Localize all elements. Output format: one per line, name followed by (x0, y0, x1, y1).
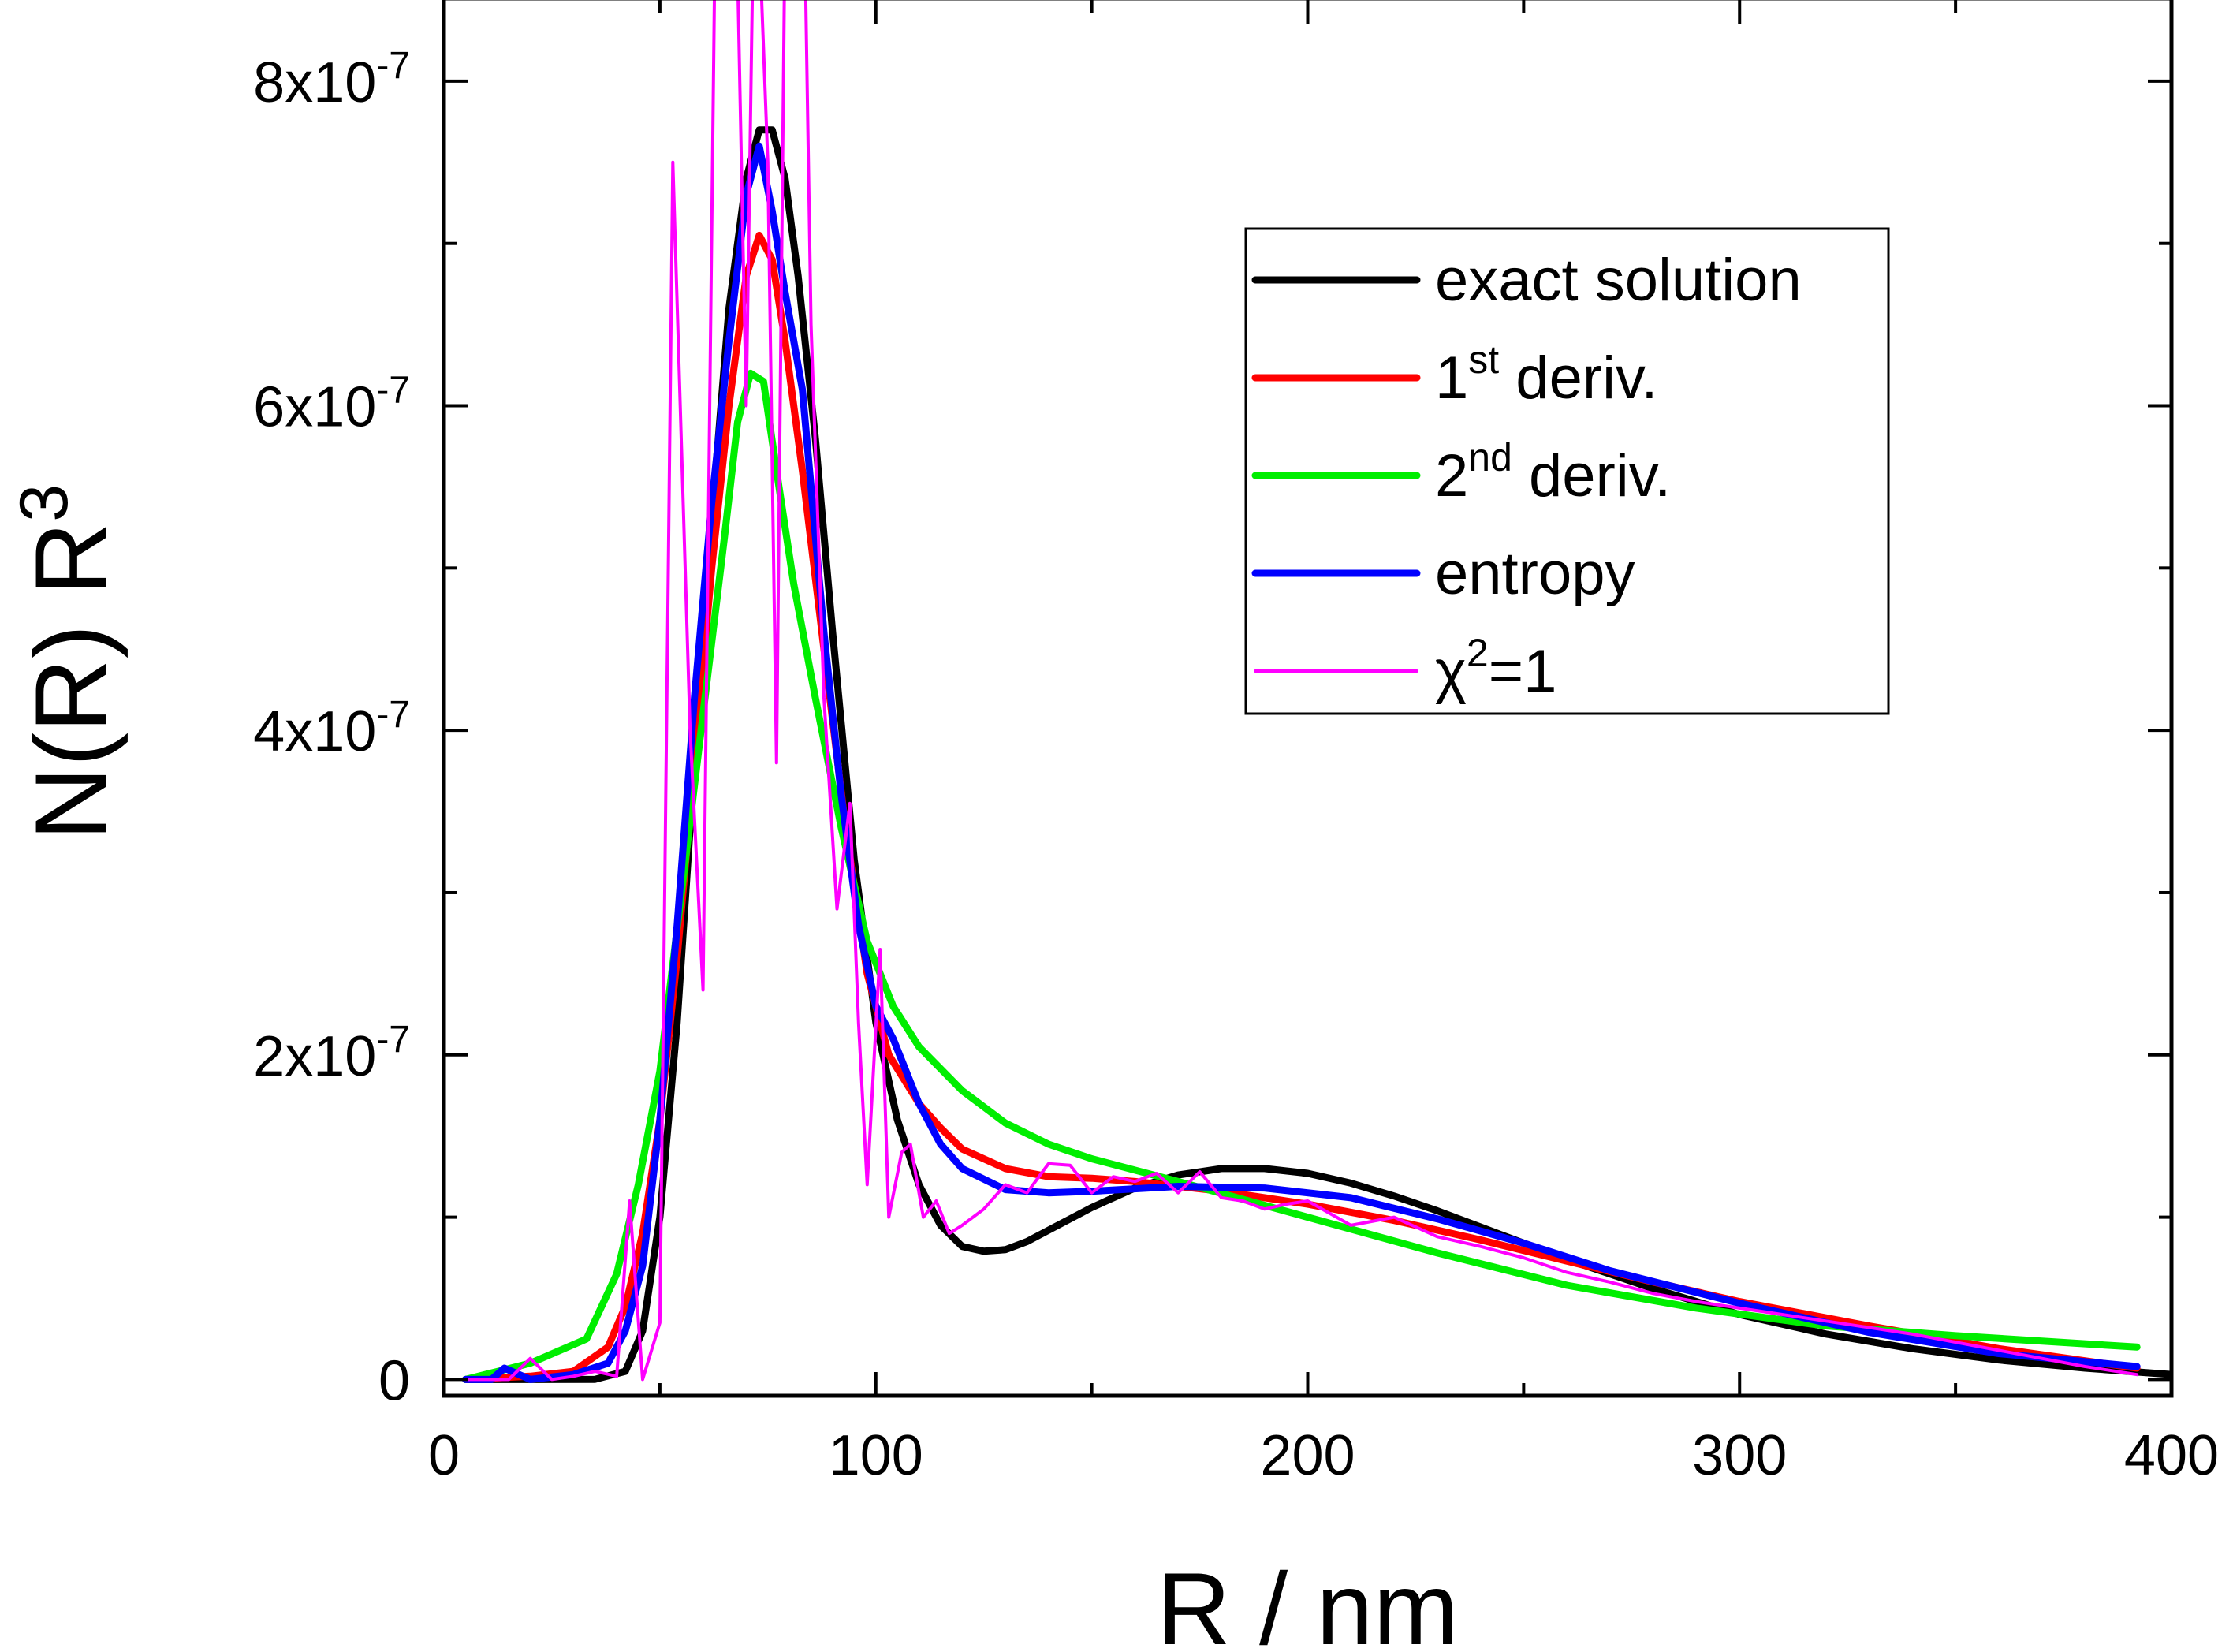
legend-label-1: 1st deriv. (1435, 337, 1658, 412)
y-tick-exponent: -7 (376, 694, 410, 736)
y-tick-label: 0 (378, 1349, 410, 1412)
y-tick-label: 4x10-7 (253, 694, 410, 763)
y-tick-mantissa: 6x10 (253, 376, 376, 439)
y-axis-title-superscript: 3 (6, 484, 82, 522)
legend-label-tail: deriv. (1499, 345, 1657, 412)
legend-label-main: 2 (1435, 442, 1468, 509)
series-line-4 (464, 0, 2139, 1382)
legend-label-tail: =1 (1489, 638, 1557, 705)
x-tick-label: 100 (829, 1424, 923, 1487)
y-tick-exponent: -7 (376, 370, 410, 412)
legend-label-main: entropy (1435, 540, 1635, 607)
x-tick-label: 400 (2124, 1424, 2219, 1487)
y-tick-mantissa: 8x10 (253, 51, 376, 114)
legend-label-2: 2nd deriv. (1435, 435, 1671, 509)
y-tick-label: 8x10-7 (253, 45, 410, 114)
y-tick-exponent: -7 (376, 45, 410, 87)
legend-label-tail: deriv. (1512, 442, 1671, 509)
x-axis-title: R / nm (1157, 1551, 1459, 1652)
y-axis-title-main: N(R) R (13, 522, 129, 841)
legend-label-main: 1 (1435, 345, 1468, 412)
y-tick-mantissa: 2x10 (253, 1025, 376, 1088)
y-tick-label: 2x10-7 (253, 1019, 410, 1088)
x-tick-label: 200 (1260, 1424, 1355, 1487)
x-tick-label: 300 (1692, 1424, 1787, 1487)
y-axis-title: N(R) R3 (6, 484, 129, 841)
axes-layer: 0 100 200 300 40002x10-74x10-76x10-78x10-7R … (6, 0, 2219, 1652)
series-line-3 (461, 142, 2141, 1383)
legend-label-3: entropy (1435, 540, 1635, 607)
legend-label-sup: st (1468, 337, 1499, 382)
y-tick-exponent: -7 (376, 1019, 410, 1061)
legend-label-0: exact solution (1435, 247, 1802, 314)
series-layer (461, 0, 2171, 1383)
legend-label-sup: nd (1468, 435, 1512, 479)
series-line-2 (461, 369, 2141, 1383)
legend-box (1244, 227, 1890, 715)
legend-label-sup: 2 (1467, 631, 1489, 675)
x-tick-label: 0 (428, 1424, 460, 1487)
legend-label-main: exact solution (1435, 247, 1802, 314)
y-tick-mantissa: 4x10 (253, 700, 376, 763)
legend-label-4: χ2=1 (1435, 631, 1556, 705)
y-tick-mantissa: 0 (378, 1349, 410, 1412)
y-tick-label: 6x10-7 (253, 370, 410, 439)
legend-label-main: χ (1435, 638, 1467, 705)
